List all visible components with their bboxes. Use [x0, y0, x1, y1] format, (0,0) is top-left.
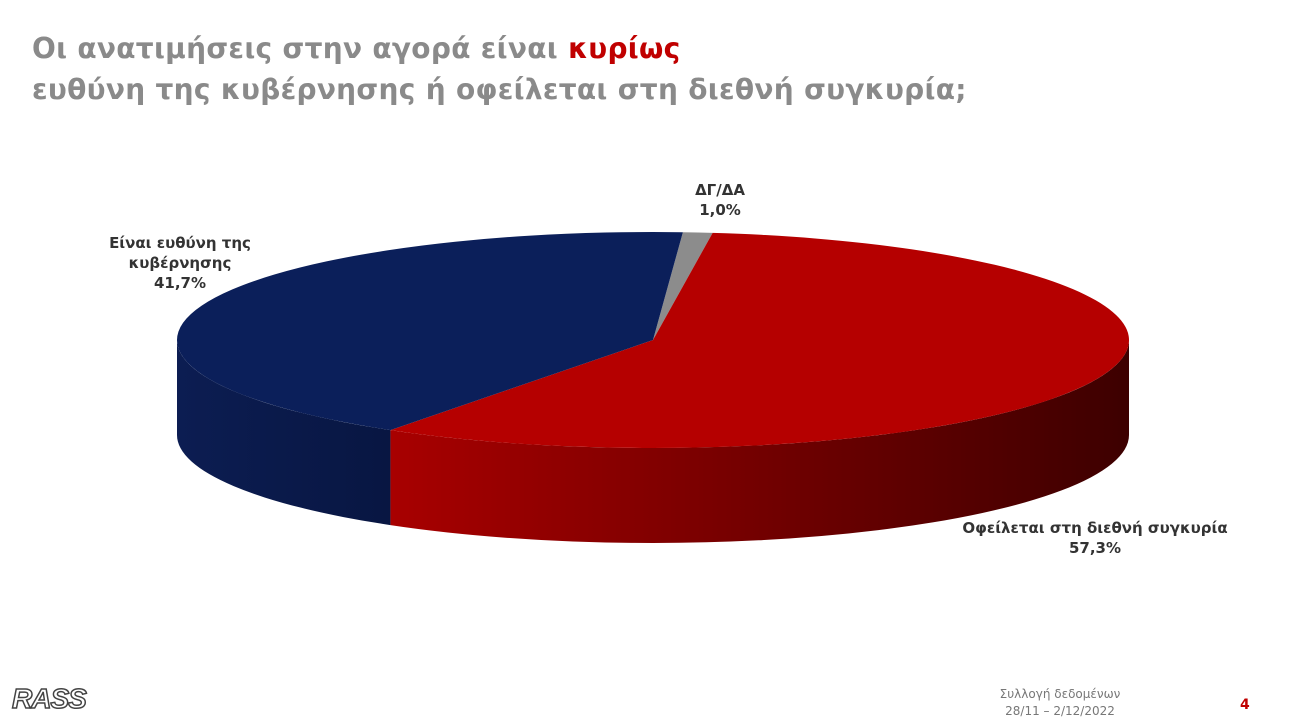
page-number: 4: [1240, 697, 1250, 713]
title-part: Οι ανατιμήσεις στην αγορά είναι: [32, 32, 558, 65]
slice-label: Οφείλεται στη διεθνή συγκυρία 57,3%: [960, 518, 1230, 558]
category-name: Είναι ευθύνη της κυβέρνησης: [109, 234, 251, 272]
title: Οι ανατιμήσεις στην αγορά είναι κυρίως ε…: [32, 28, 967, 110]
slice: [653, 232, 713, 340]
slice: [390, 232, 1129, 448]
slice-label: ΔΓ/ΔΑ 1,0%: [620, 180, 820, 220]
value-label: 41,7%: [153, 274, 207, 292]
category-name: Οφείλεται στη διεθνή συγκυρία: [962, 519, 1228, 537]
title-highlight: κυρίως: [568, 32, 681, 65]
slice-side: [390, 340, 1129, 544]
logo: RASS: [11, 682, 87, 715]
source: Συλλογή δεδομένων 28/11 – 2/12/2022: [980, 686, 1140, 720]
category-name: ΔΓ/ΔΑ: [695, 181, 745, 199]
value-label: 57,3%: [1068, 539, 1122, 557]
source-label: Συλλογή δεδομένων: [999, 687, 1121, 701]
slice: [176, 232, 683, 431]
title-part: ευθύνη της κυβέρνησης ή οφείλεται στη δι…: [32, 73, 967, 106]
value-label: 1,0%: [699, 201, 741, 219]
source-dates: 28/11 – 2/12/2022: [1005, 704, 1115, 718]
slice-side: [177, 340, 391, 526]
slice-label: Είναι ευθύνη της κυβέρνησης 41,7%: [70, 233, 290, 293]
